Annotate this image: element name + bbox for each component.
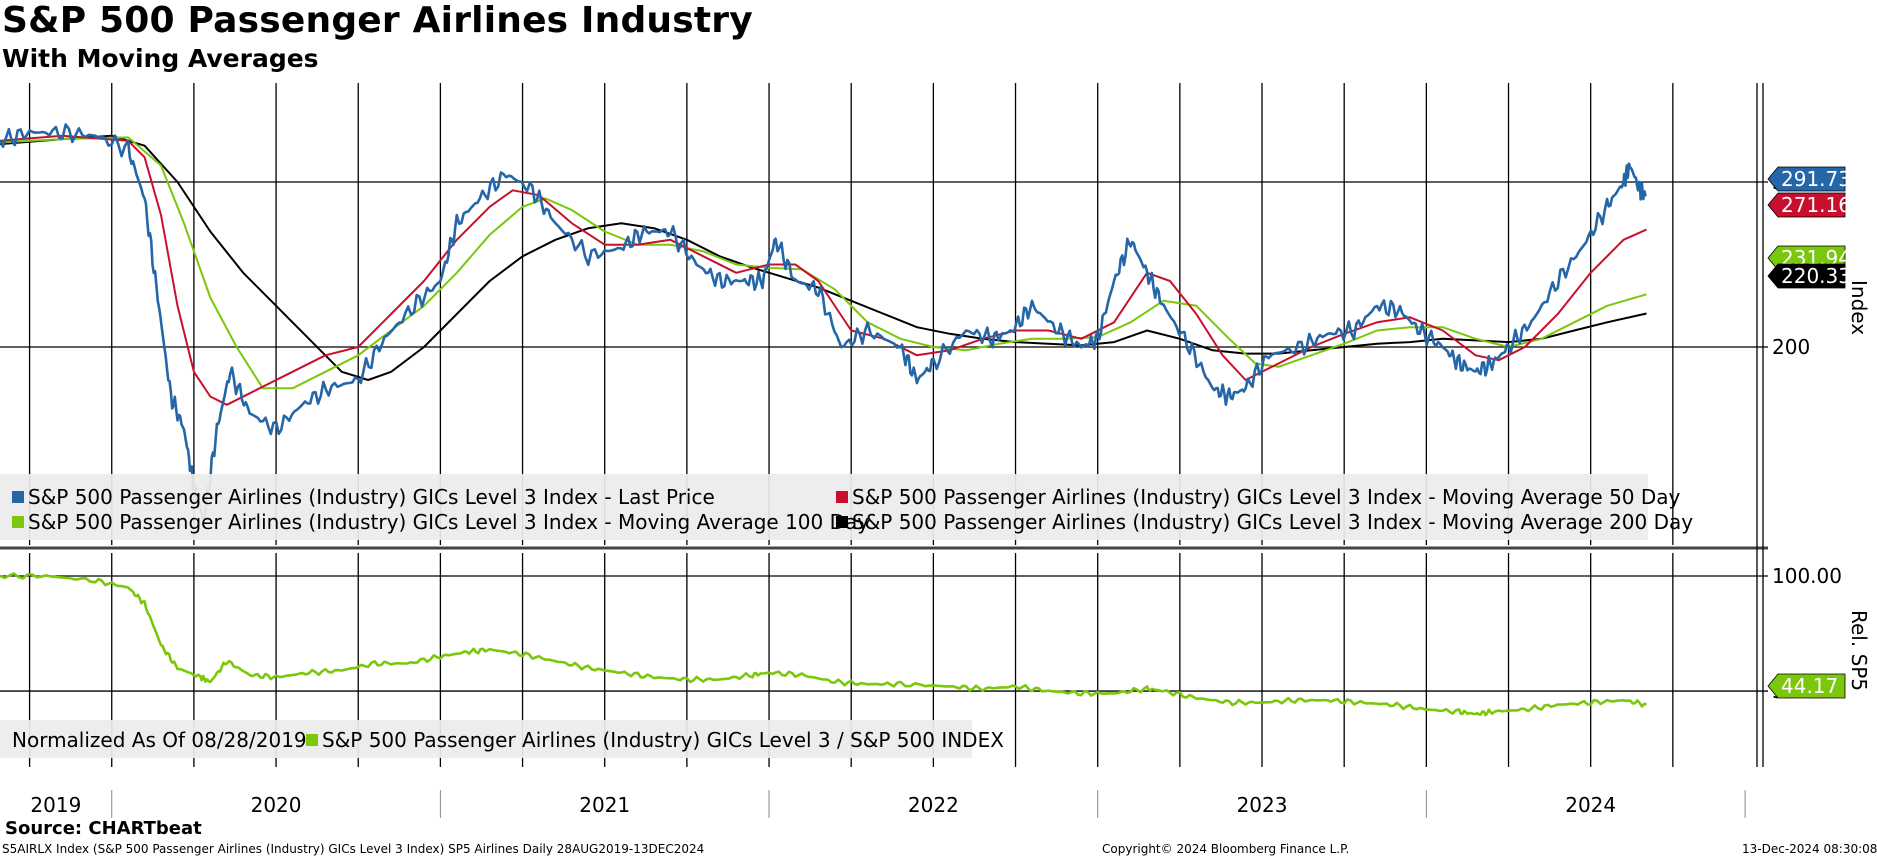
- x-tick-label: 2024: [1565, 793, 1616, 817]
- footer-copyright: Copyright© 2024 Bloomberg Finance L.P.: [1102, 842, 1350, 856]
- legend-normalized-note: Normalized As Of 08/28/2019: [12, 728, 307, 752]
- top-legend: S&P 500 Passenger Airlines (Industry) GI…: [0, 474, 1693, 540]
- chart-title: S&P 500 Passenger Airlines Industry: [2, 0, 753, 41]
- legend-item-relative: S&P 500 Passenger Airlines (Industry) GI…: [306, 728, 1004, 752]
- legend-swatch: [836, 516, 848, 528]
- x-tick-label: 2021: [579, 793, 630, 817]
- legend-item-ma50: S&P 500 Passenger Airlines (Industry) GI…: [836, 485, 1680, 509]
- ma50-tag-label: 271.16: [1781, 193, 1851, 217]
- y-tick-label: 100.00: [1772, 564, 1842, 588]
- legend-label: Normalized As Of 08/28/2019: [12, 728, 307, 752]
- bottom-legend: Normalized As Of 08/28/2019 S&P 500 Pass…: [0, 720, 1004, 758]
- relative-tag-label: 44.17: [1781, 674, 1838, 698]
- series-line-ma50: [0, 134, 1647, 406]
- x-tick-label: 2019: [30, 793, 81, 817]
- ma200-tag-label: 220.33: [1781, 264, 1851, 288]
- legend-item-ma200: S&P 500 Passenger Airlines (Industry) GI…: [836, 510, 1693, 534]
- legend-label: S&P 500 Passenger Airlines (Industry) GI…: [28, 510, 870, 534]
- legend-label: S&P 500 Passenger Airlines (Industry) GI…: [852, 485, 1681, 509]
- y-tick-label: 200: [1772, 335, 1810, 359]
- legend-swatch: [12, 516, 24, 528]
- legend-swatch: [836, 491, 848, 503]
- last-price-tag-label: 291.73: [1781, 167, 1851, 191]
- ma50-tag: [1767, 192, 1846, 218]
- footer-timestamp: 13-Dec-2024 08:30:08: [1742, 842, 1877, 856]
- last-price-tag: [1767, 166, 1846, 192]
- footer-ticker-info: S5AIRLX Index (S&P 500 Passenger Airline…: [2, 842, 705, 856]
- relative-tag: [1767, 673, 1846, 699]
- chart-subtitle: With Moving Averages: [2, 44, 319, 73]
- legend-label: S&P 500 Passenger Airlines (Industry) GI…: [852, 510, 1694, 534]
- series-line-relative: [0, 572, 1647, 717]
- series-line-last-price: [0, 123, 1648, 522]
- legend-label: S&P 500 Passenger Airlines (Industry) GI…: [322, 728, 1004, 752]
- series-line-ma100: [0, 136, 1647, 390]
- legend-item-last-price: S&P 500 Passenger Airlines (Industry) GI…: [12, 485, 715, 509]
- legend-label: S&P 500 Passenger Airlines (Industry) GI…: [28, 485, 715, 509]
- x-tick-label: 2023: [1237, 793, 1288, 817]
- legend-item-ma100: S&P 500 Passenger Airlines (Industry) GI…: [12, 510, 869, 534]
- source-note: Source: CHARTbeat: [5, 818, 202, 839]
- legend-swatch: [306, 734, 318, 746]
- x-tick-label: 2020: [251, 793, 302, 817]
- ma200-tag: [1767, 263, 1846, 289]
- series-line-ma200: [0, 134, 1647, 381]
- legend-swatch: [12, 491, 24, 503]
- x-tick-label: 2022: [908, 793, 959, 817]
- y-axis-title: Rel. SP5: [1847, 610, 1871, 691]
- y-axis-title: Index: [1847, 280, 1871, 335]
